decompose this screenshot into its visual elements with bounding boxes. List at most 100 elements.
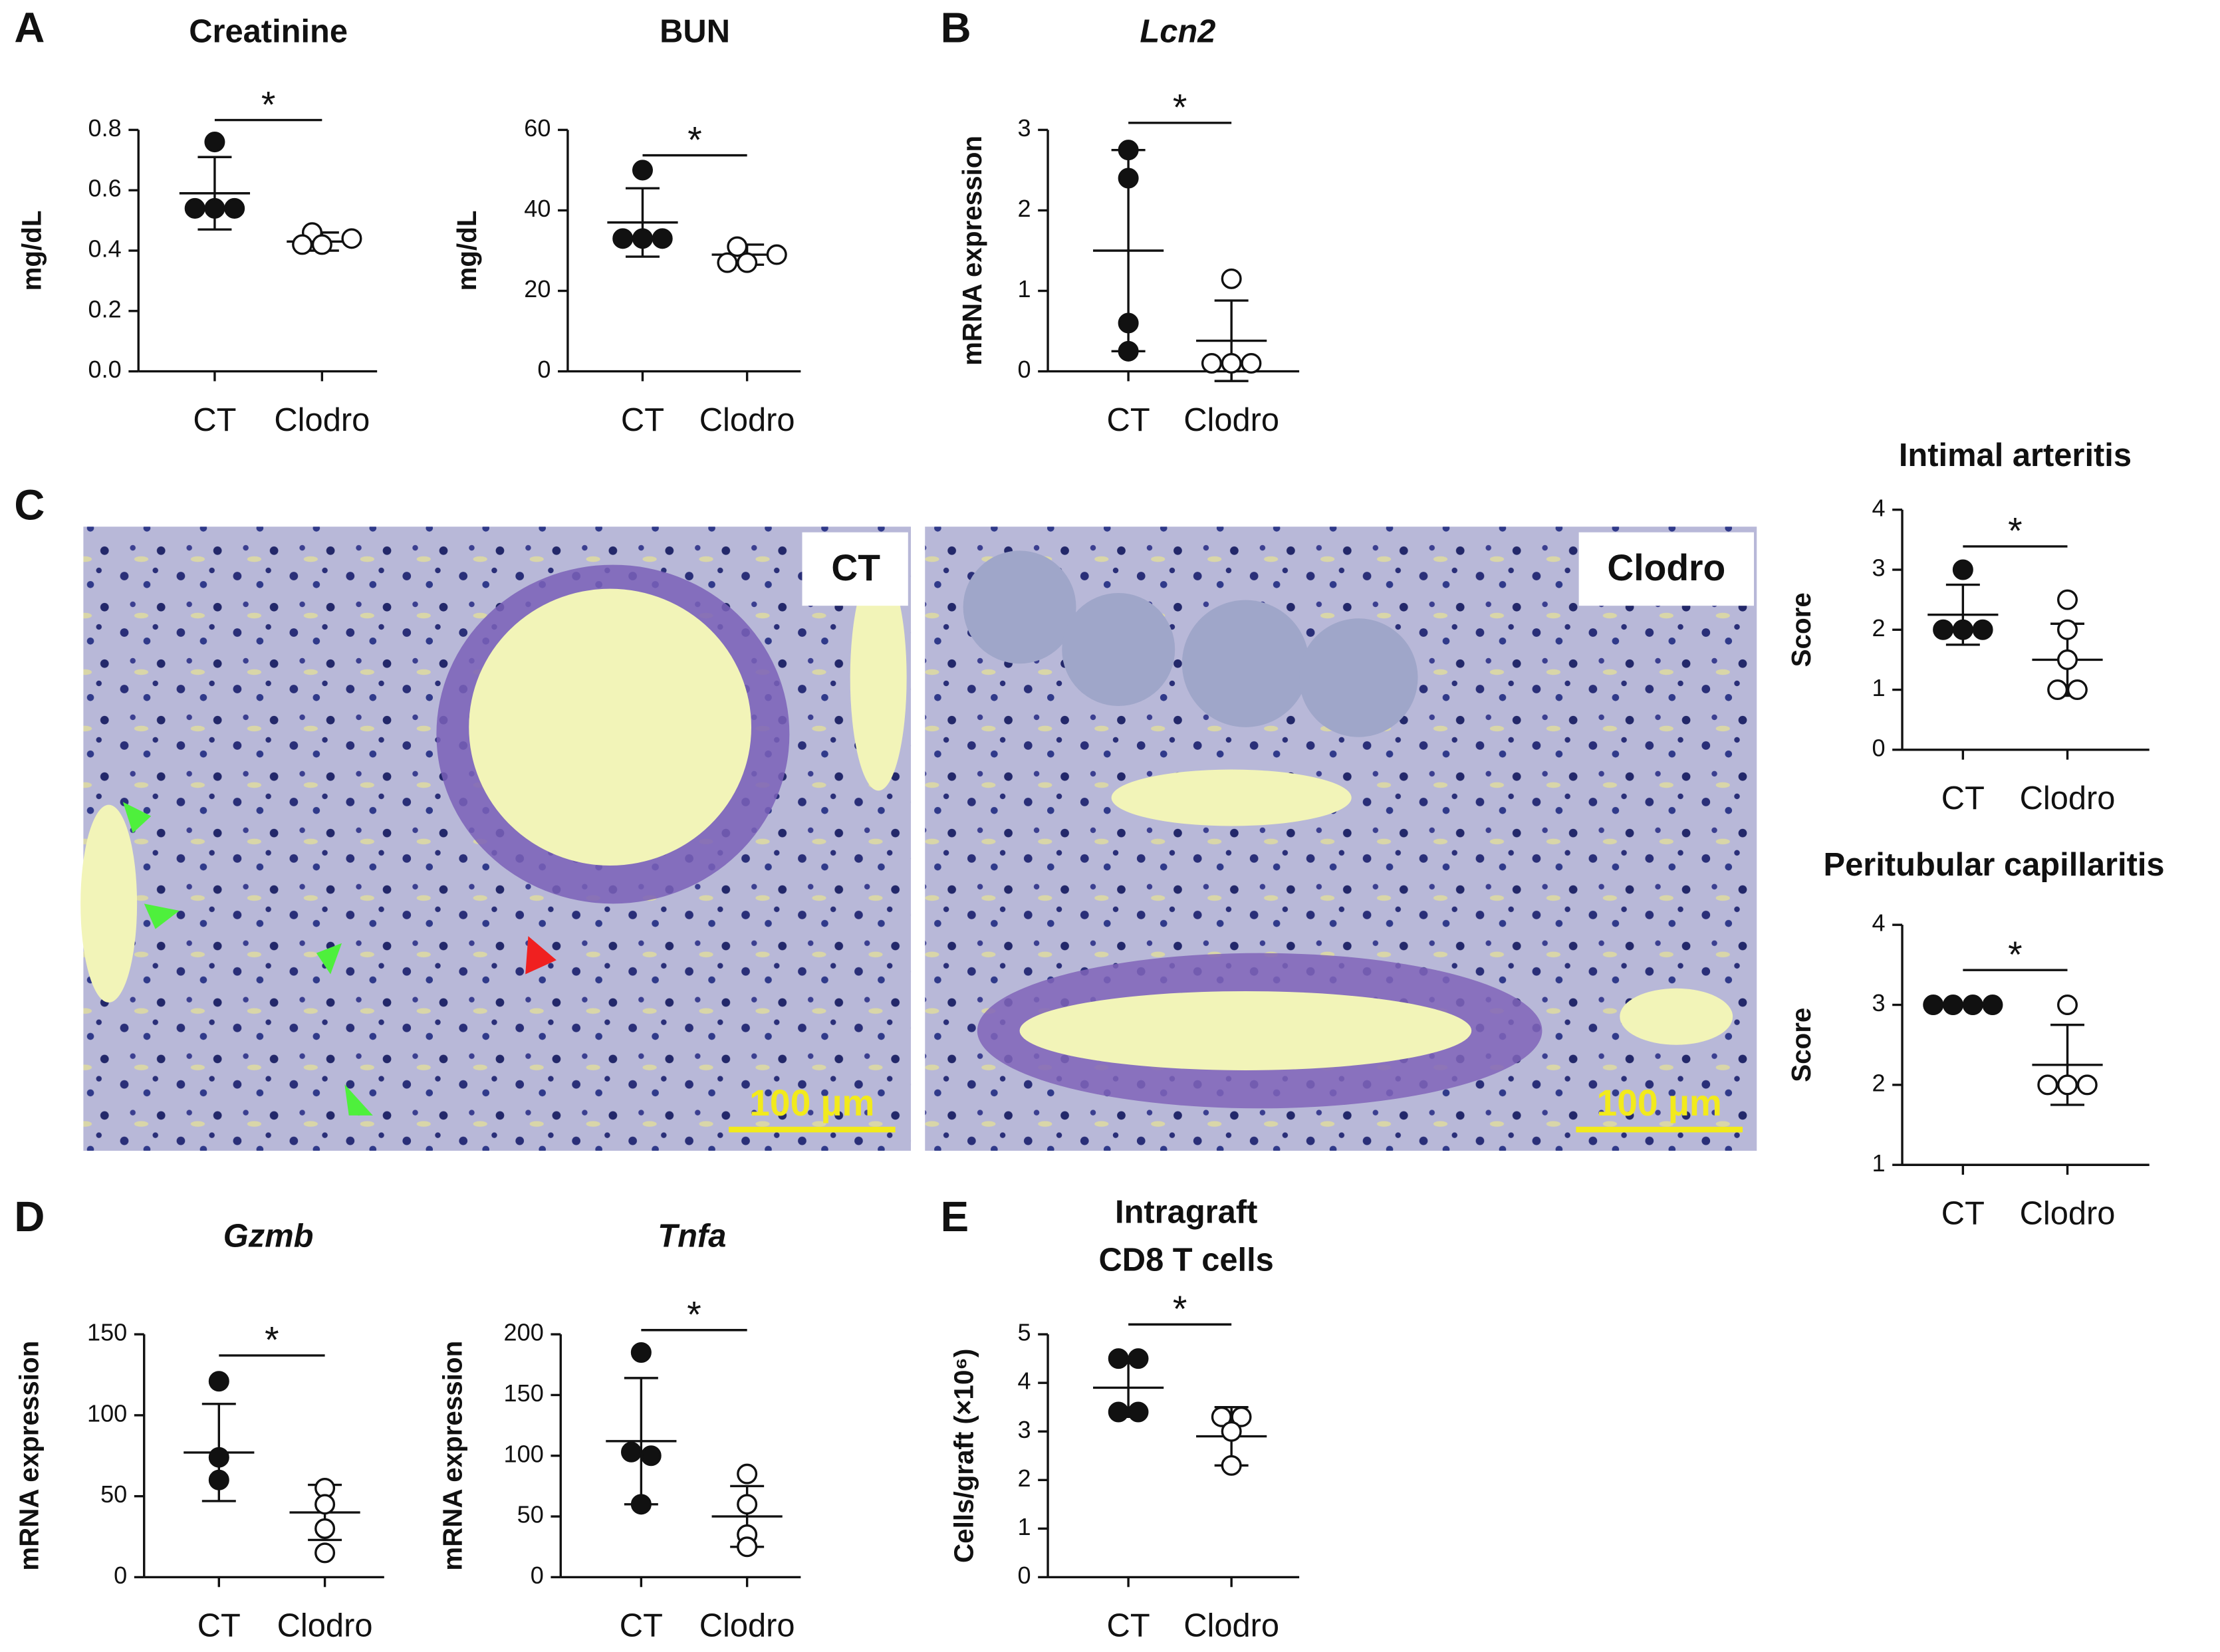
y-axis-label: mRNA expression [437, 1341, 468, 1571]
data-point [1108, 1348, 1129, 1369]
y-tick-label: 60 [524, 114, 551, 142]
chart-title: BUN [660, 14, 730, 50]
data-point [1942, 995, 1963, 1016]
data-point [2066, 679, 2088, 701]
y-tick-label: 1 [1872, 1149, 1885, 1177]
scale-bar-label: 100 µm [749, 1082, 874, 1123]
x-tick-label: CT [1941, 1195, 1985, 1231]
data-point [612, 228, 634, 249]
chart-title: Intimal arteritis [1899, 437, 2132, 473]
x-tick-label: CT [197, 1608, 241, 1644]
data-point [1972, 619, 1993, 640]
data-point [1108, 1401, 1129, 1423]
y-tick-label: 0 [1872, 734, 1885, 761]
x-tick-label: CT [1107, 402, 1150, 438]
data-point [1241, 352, 1262, 374]
y-tick-label: 4 [1017, 1367, 1031, 1395]
panel-label: B [941, 4, 971, 52]
data-point [630, 1342, 652, 1363]
data-point [2057, 649, 2078, 670]
x-tick-label: Clodro [277, 1608, 373, 1644]
x-tick-label: Clodro [699, 402, 795, 438]
data-point [1128, 1348, 1149, 1369]
data-point [1933, 619, 1954, 640]
data-point [204, 132, 225, 153]
micrograph-ct [80, 527, 912, 1151]
data-point [1221, 268, 1242, 289]
data-point [1982, 995, 2003, 1016]
y-tick-label: 200 [504, 1319, 544, 1346]
data-point [1118, 168, 1139, 189]
y-axis-label: Score [1786, 592, 1816, 667]
data-point [1118, 312, 1139, 334]
significance-label: * [687, 1294, 701, 1335]
y-tick-label: 3 [1017, 1416, 1031, 1443]
y-tick-label: 0.8 [88, 114, 122, 142]
chart-title: Lcn2 [1140, 14, 1215, 50]
data-point [1221, 1455, 1242, 1476]
significance-label: * [2008, 934, 2022, 975]
y-tick-label: 0 [114, 1562, 127, 1589]
y-tick-label: 2 [1017, 195, 1031, 222]
y-tick-label: 2 [1872, 614, 1885, 642]
y-tick-label: 150 [87, 1319, 127, 1346]
y-tick-label: 40 [524, 195, 551, 222]
y-axis-label: Score [1786, 1008, 1816, 1082]
data-point [630, 1494, 652, 1515]
data-point [208, 1371, 229, 1392]
data-point [208, 1447, 229, 1468]
x-tick-label: CT [620, 1608, 663, 1644]
y-tick-label: 1 [1017, 1513, 1031, 1540]
x-tick-label: Clodro [2020, 1195, 2116, 1231]
significance-label: * [687, 119, 702, 160]
data-point [766, 244, 787, 265]
y-tick-label: 0.6 [88, 175, 122, 202]
y-tick-label: 0 [1017, 356, 1031, 383]
significance-label: * [265, 1320, 279, 1361]
y-tick-label: 0.4 [88, 235, 122, 263]
y-axis-label: mg/dL [451, 210, 482, 291]
x-tick-label: Clodro [274, 402, 370, 438]
chart-title: Intragraft [1115, 1194, 1257, 1230]
x-tick-label: Clodro [699, 1608, 795, 1644]
x-tick-label: Clodro [1183, 1608, 1279, 1644]
y-tick-label: 4 [1872, 909, 1885, 937]
significance-label: * [2008, 511, 2022, 552]
data-point [2057, 1074, 2078, 1096]
data-point [632, 160, 653, 181]
x-tick-label: Clodro [2020, 780, 2116, 816]
data-point [314, 1518, 336, 1539]
data-point [314, 1494, 336, 1515]
data-point [2047, 679, 2068, 701]
data-point [1231, 1406, 1252, 1427]
data-point [2057, 589, 2078, 610]
y-axis-label: Cells/graft (×10⁶) [949, 1349, 979, 1563]
data-point [2057, 619, 2078, 640]
significance-label: * [1173, 87, 1187, 128]
data-point [1201, 352, 1222, 374]
data-point [1923, 995, 1944, 1016]
y-tick-label: 1 [1872, 674, 1885, 701]
micrograph-label: Clodro [1607, 547, 1725, 588]
data-point [224, 197, 245, 219]
data-point [184, 197, 205, 219]
data-point [1118, 340, 1139, 362]
y-tick-label: 0.0 [88, 356, 122, 383]
y-tick-label: 150 [504, 1379, 544, 1407]
micrograph-label: CT [831, 547, 880, 588]
data-point [717, 252, 738, 273]
significance-label: * [261, 84, 276, 125]
chart-title: Creatinine [189, 14, 348, 50]
data-point [1221, 1421, 1242, 1442]
x-tick-label: CT [621, 402, 664, 438]
y-axis-label: mRNA expression [957, 136, 987, 366]
data-point [208, 1469, 229, 1490]
y-tick-label: 1 [1017, 275, 1031, 302]
data-point [314, 1542, 336, 1564]
data-point [620, 1441, 642, 1463]
data-point [204, 197, 225, 219]
data-point [1128, 1401, 1149, 1423]
data-point [1118, 140, 1139, 161]
y-tick-label: 0 [531, 1562, 544, 1589]
y-axis-label: mg/dL [17, 210, 47, 291]
